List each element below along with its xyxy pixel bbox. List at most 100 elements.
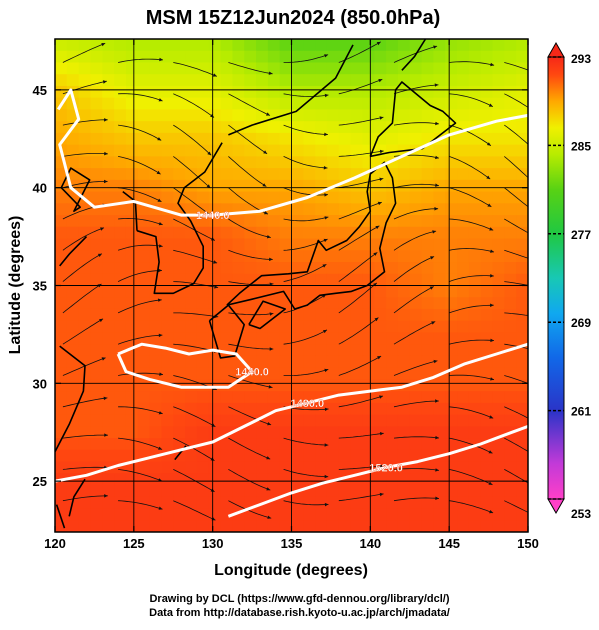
field-cell [232,238,245,251]
field-cell [220,461,233,474]
field-cell [362,449,375,463]
field-cell [137,485,151,498]
field-cell [315,461,328,474]
field-cell [114,520,127,532]
field-cell [66,520,80,532]
field-cell [185,367,198,381]
field-cell [457,297,470,310]
field-cell [303,344,316,357]
field-cell [516,297,528,310]
field-cell [279,238,293,251]
field-cell [125,250,139,263]
field-cell [66,508,80,521]
field-cell [208,215,222,228]
streamline [228,406,272,426]
field-cell [244,74,257,87]
field-cell [137,238,151,251]
field-cell [350,39,364,52]
field-cell [445,473,458,486]
field-cell [409,520,423,532]
field-cell [492,62,505,75]
field-cell [480,168,494,181]
field-cell [433,262,446,275]
field-cell [78,332,92,345]
field-cell [244,426,257,439]
field-cell [55,50,68,64]
field-cell [397,85,411,99]
field-cell [161,355,174,369]
field-cell [457,344,470,357]
field-cell [315,402,328,416]
field-cell [267,520,281,532]
field-cell [220,250,233,263]
field-cell [303,121,316,134]
field-cell [421,473,434,486]
field-cell [185,97,198,111]
streamline [228,62,273,75]
field-cell [362,238,375,251]
streamline-arrow [542,239,546,242]
field-cell [220,402,233,416]
field-cell [78,121,92,134]
streamline-arrow [490,274,494,278]
field-cell [291,144,304,157]
field-cell [114,203,127,216]
field-cell [362,215,375,228]
x-axis-label: Longitude (degrees) [214,562,368,579]
field-cell [362,226,375,240]
streamline-arrow [544,75,548,78]
field-cell [492,438,505,451]
field-cell [421,426,434,439]
field-cell [125,74,139,87]
field-cell [208,426,222,439]
field-cell [268,532,280,544]
contour-line [227,424,528,518]
field-cell [398,532,410,544]
streamline-arrow [158,98,163,102]
field-cell [445,262,458,275]
field-cell [102,109,115,122]
field-cell [315,520,328,532]
field-cell [125,238,139,251]
field-cell [137,39,151,52]
field-cell [338,203,352,216]
streamline-arrow [159,372,163,376]
field-cell [66,402,80,416]
field-cell [267,320,281,334]
streamline-arrow [159,57,163,62]
field-cell [445,97,458,111]
field-cell [362,508,375,521]
field-cell [232,62,245,75]
field-cell [315,414,328,427]
field-cell [279,308,293,322]
field-cell [90,438,103,451]
field-cell [244,391,257,404]
streamline [338,178,384,189]
field-cell [102,496,115,510]
field-cell [279,250,293,263]
streamline-arrow [269,257,273,262]
field-cell [55,320,68,334]
field-cell [55,367,68,381]
field-cell [386,132,399,146]
field-cell [338,121,352,134]
field-cell [256,191,269,204]
field-cell [504,438,517,451]
field-cell [102,262,115,275]
streamline-arrow [486,175,491,180]
field-cell [291,121,304,134]
field-cell [504,367,517,381]
field-cell [315,273,328,287]
field-cell [125,473,139,486]
field-cell [457,391,470,404]
field-cell [185,250,198,263]
field-cell [173,250,186,263]
field-cell [291,496,304,510]
field-cell [137,50,151,64]
field-cell [362,285,375,298]
field-cell [173,320,186,334]
streamline-arrow [433,45,438,49]
field-cell [493,532,505,544]
streamline [118,217,163,226]
